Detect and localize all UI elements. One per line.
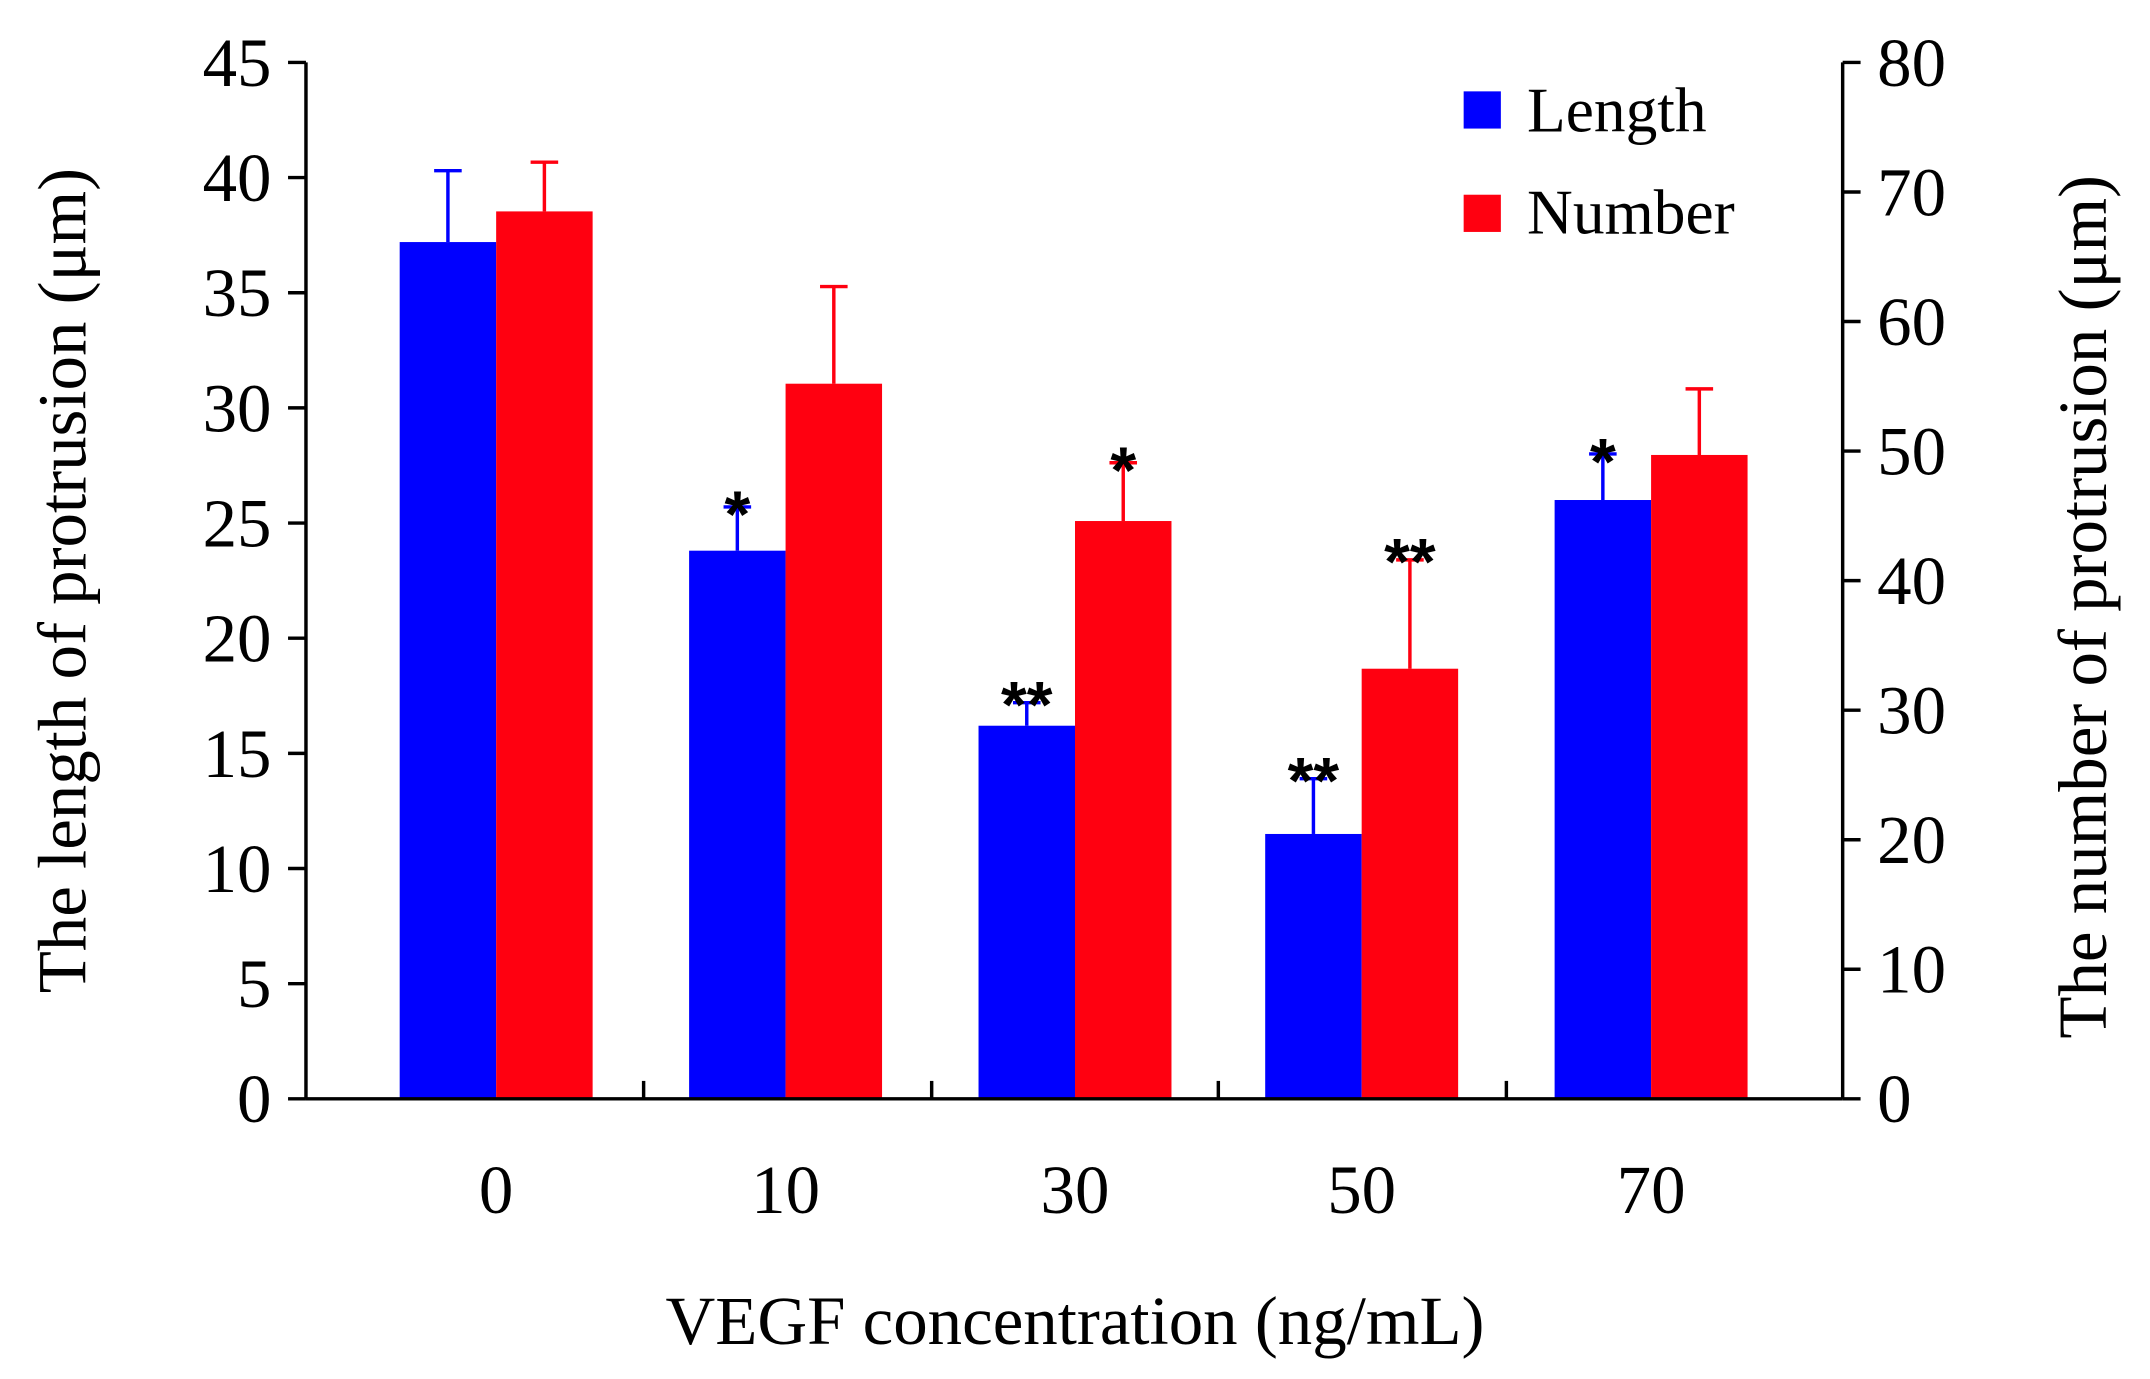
- x-tick-label: 10: [751, 1152, 820, 1228]
- significance-marker: *: [724, 478, 750, 552]
- y-tick-label: 45: [203, 25, 272, 101]
- bar-length-10: [689, 550, 786, 1099]
- y2-tick-label: 80: [1877, 25, 1946, 101]
- y-tick-label: 40: [203, 140, 272, 216]
- y2-tick-label: 20: [1877, 802, 1946, 878]
- bar-length-30: [978, 725, 1075, 1099]
- bar-number-70: [1651, 454, 1748, 1099]
- y2-tick-label: 70: [1877, 154, 1946, 230]
- significance-marker: **: [1384, 526, 1436, 600]
- y-tick-label: 5: [237, 946, 271, 1022]
- bar-number-10: [785, 383, 883, 1099]
- y-tick-label: 35: [203, 255, 272, 331]
- bar-number-30: [1075, 521, 1172, 1099]
- y2-axis-label: The number of protrusion (μm): [2045, 175, 2121, 1039]
- y-tick-label: 15: [203, 716, 272, 792]
- y-axis-label: The length of protrusion (μm): [24, 168, 100, 993]
- y2-tick-label: 30: [1877, 673, 1946, 749]
- legend-swatch-length: [1463, 91, 1501, 129]
- x-tick-label: 30: [1041, 1152, 1110, 1228]
- y2-tick-label: 60: [1877, 284, 1946, 360]
- y-tick-label: 25: [203, 485, 272, 561]
- x-tick-label: 50: [1327, 1152, 1396, 1228]
- legend-swatch-number: [1463, 194, 1501, 232]
- significance-marker: **: [1001, 668, 1053, 742]
- y2-tick-label: 10: [1877, 932, 1946, 1008]
- significance-marker: **: [1288, 744, 1340, 818]
- bar-number-0: [496, 211, 593, 1099]
- legend: Length Number: [1463, 75, 1735, 247]
- y-tick-label: 10: [203, 831, 272, 907]
- x-axis-label: VEGF concentration (ng/mL): [665, 1283, 1484, 1359]
- y2-tick-label: 0: [1877, 1061, 1911, 1137]
- legend-label-number: Number: [1527, 177, 1735, 247]
- y-tick-label: 0: [237, 1061, 271, 1137]
- bar-length-0: [399, 242, 497, 1099]
- y2-tick-label: 40: [1877, 543, 1946, 619]
- x-tick-label: 0: [479, 1152, 513, 1228]
- significance-marker: *: [1110, 434, 1136, 508]
- y2-tick-label: 50: [1877, 414, 1946, 490]
- bar-number-50: [1361, 668, 1459, 1099]
- bar-length-50: [1265, 833, 1362, 1099]
- significance-marker: *: [1590, 425, 1616, 499]
- x-tick-label: 70: [1617, 1152, 1686, 1228]
- bar-length-70: [1554, 500, 1652, 1099]
- y-tick-label: 30: [203, 370, 272, 446]
- y-tick-label: 20: [203, 601, 272, 677]
- legend-label-length: Length: [1527, 75, 1707, 145]
